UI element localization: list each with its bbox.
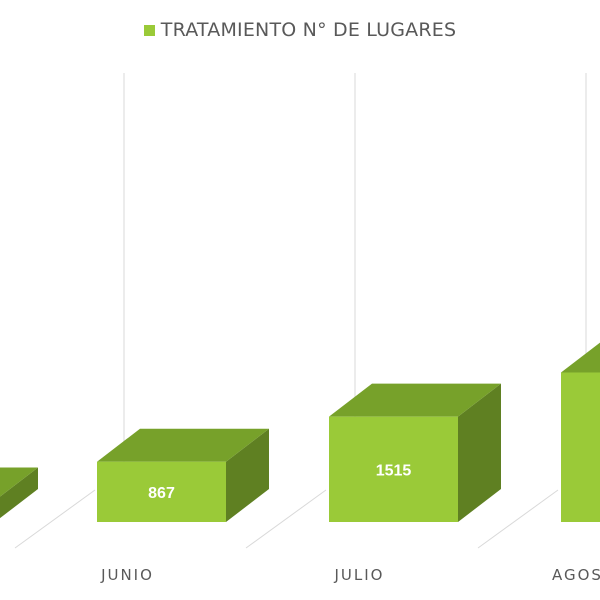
x-axis: JUNIO JULIO AGOS bbox=[100, 566, 600, 584]
bar-agosto bbox=[561, 342, 600, 522]
legend-swatch bbox=[143, 24, 155, 36]
bar-julio bbox=[329, 383, 501, 522]
labels-layer: 867 1515 bbox=[148, 462, 411, 502]
bar-top-junio bbox=[97, 428, 269, 462]
bar-front-junio bbox=[97, 461, 226, 522]
bar-top-julio bbox=[329, 383, 501, 417]
bar-top-mayo bbox=[0, 467, 38, 497]
x-tick-label-julio: JULIO bbox=[334, 566, 385, 584]
bars-layer bbox=[0, 342, 600, 522]
floor-line-2 bbox=[477, 489, 559, 549]
bar-front-agosto bbox=[561, 372, 600, 522]
legend-label: TRATAMIENTO N° DE LUGARES bbox=[160, 19, 457, 41]
data-label-julio: 1515 bbox=[376, 462, 412, 479]
floor-layer bbox=[14, 489, 559, 549]
bar-mayo bbox=[0, 467, 38, 519]
floor-line-0 bbox=[14, 489, 96, 549]
data-label-junio: 867 bbox=[148, 485, 175, 502]
x-tick-label-agosto: AGOS bbox=[552, 566, 600, 584]
x-tick-label-junio: JUNIO bbox=[100, 566, 154, 584]
bar-junio bbox=[97, 428, 269, 522]
floor-line-1 bbox=[245, 489, 327, 549]
legend: TRATAMIENTO N° DE LUGARES bbox=[0, 18, 600, 42]
bar-side-mayo bbox=[0, 467, 38, 519]
bar-side-julio bbox=[458, 383, 501, 522]
bar-top-agosto bbox=[561, 342, 600, 373]
bar-side-junio bbox=[226, 428, 269, 522]
bar-front-julio bbox=[329, 416, 458, 522]
